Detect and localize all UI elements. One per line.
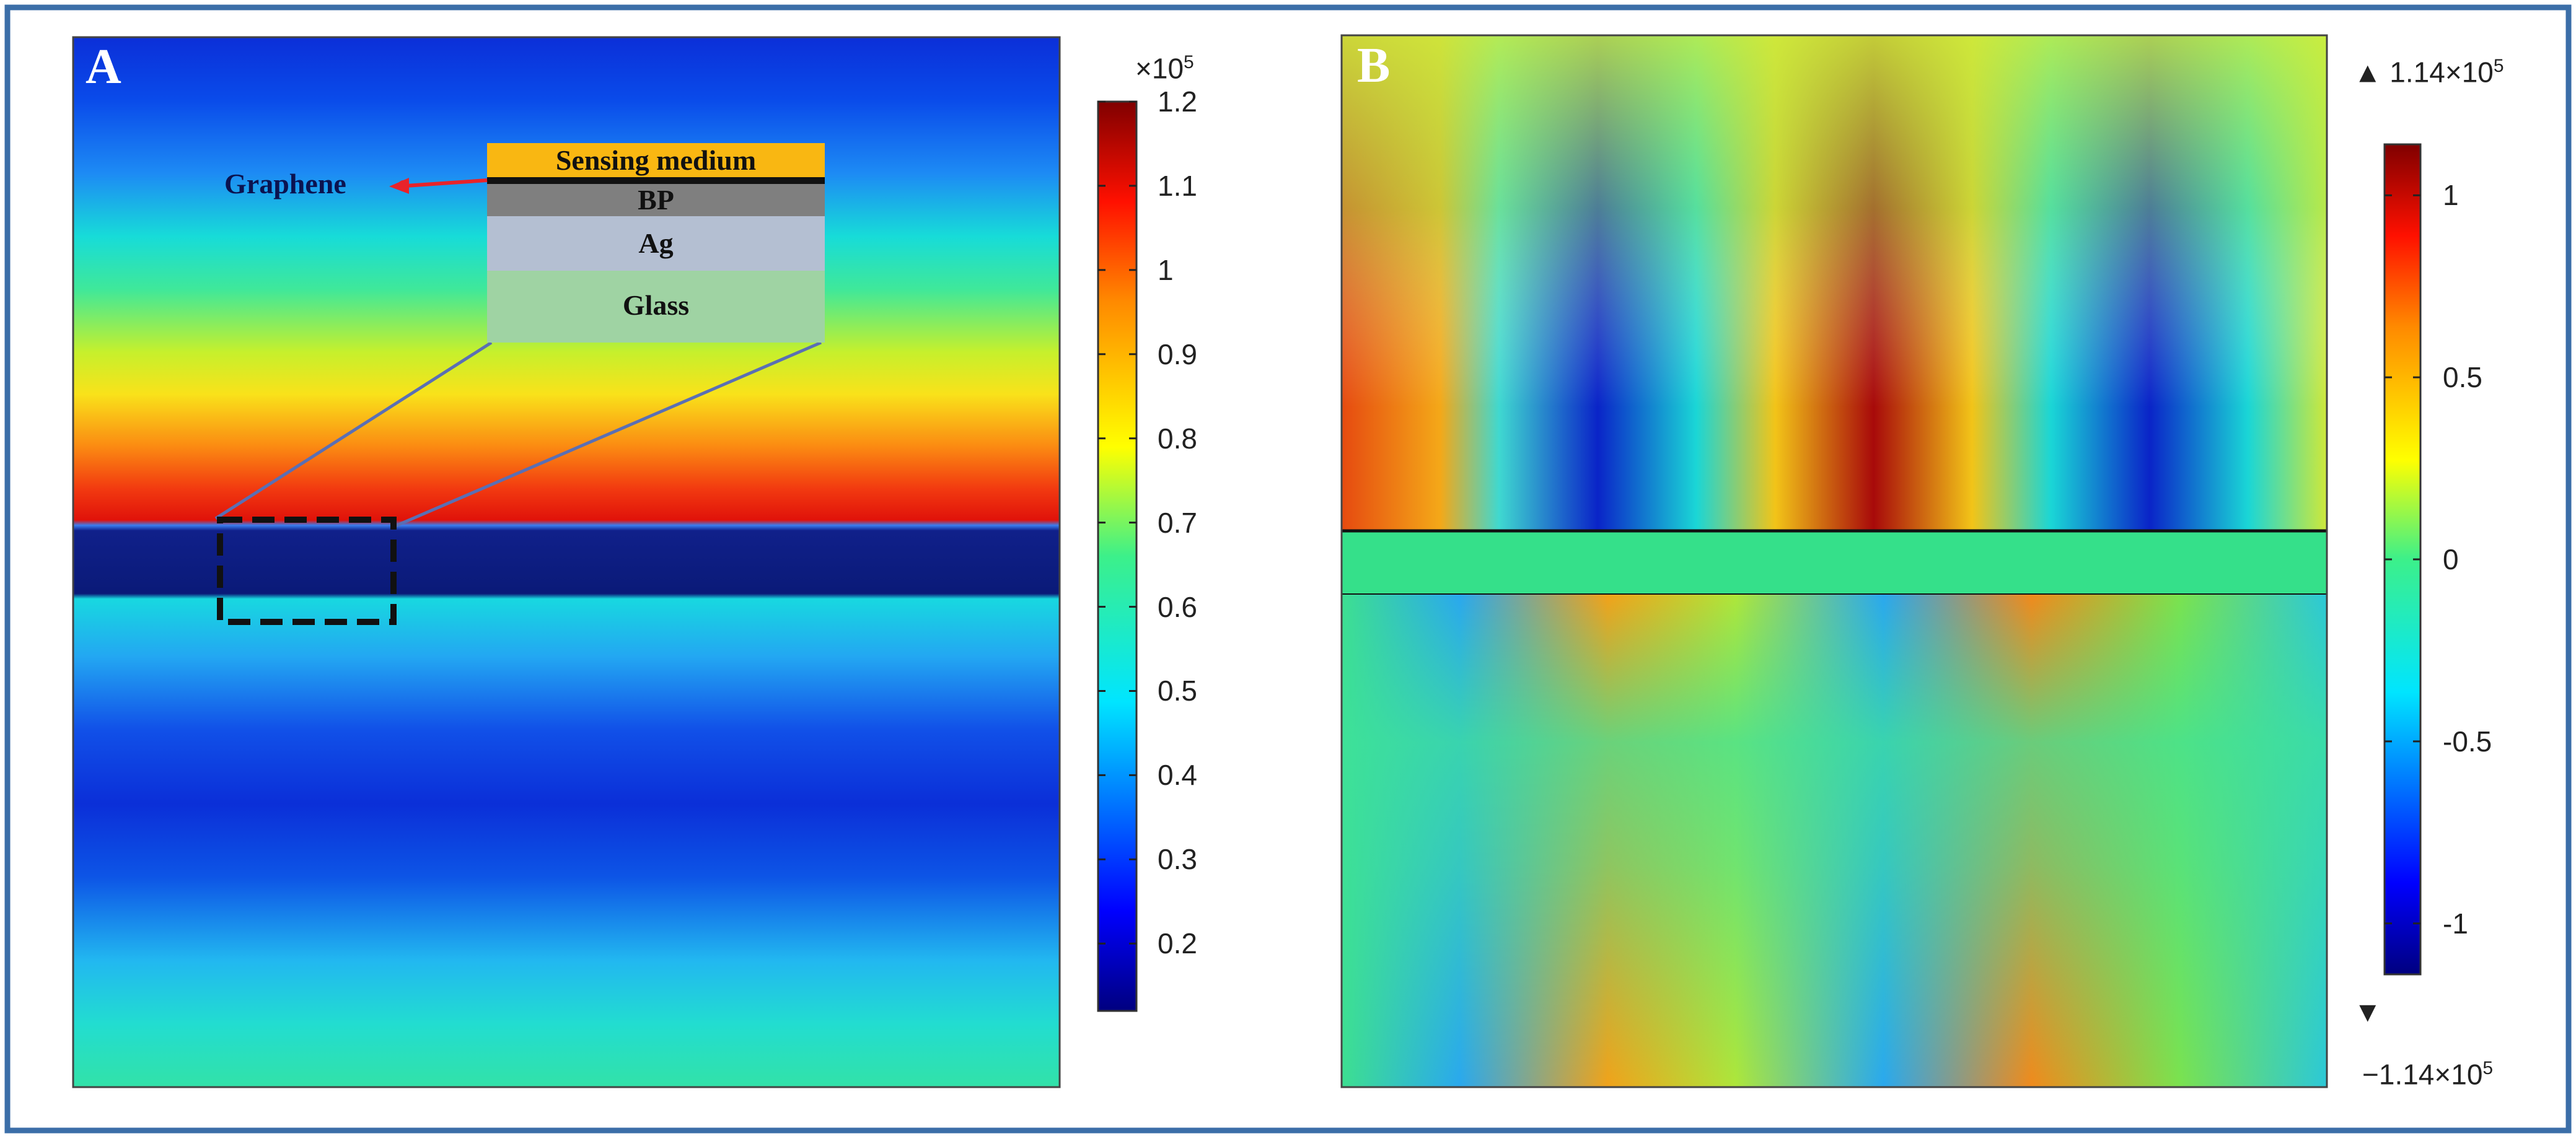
colorbar-tick-label: -1 xyxy=(2443,907,2468,940)
label-bp: BP xyxy=(638,184,674,216)
colorbar-tick-label: 0.6 xyxy=(1158,590,1197,623)
colorbar-tick-label: 0.4 xyxy=(1158,759,1197,792)
panel-b-top-fade xyxy=(1342,35,2327,531)
panel-label-b: B xyxy=(1357,38,1391,93)
layer-stack-inset xyxy=(487,143,825,343)
inset-connector-left xyxy=(214,341,493,520)
colorbar-tick-label: 1 xyxy=(2443,179,2459,212)
label-ag: Ag xyxy=(638,227,674,259)
colorbar-tick-label: 1.2 xyxy=(1158,85,1197,118)
colorbar-a-multiplier-exp: 5 xyxy=(1184,52,1194,72)
layer-graphene xyxy=(487,177,825,184)
panel-b-frame xyxy=(1340,34,2328,1088)
figure-frame xyxy=(4,4,2572,1134)
panel-label-a: A xyxy=(86,40,121,94)
colorbar-a-ticks xyxy=(1098,100,1136,945)
colorbar-tick-label: 0.3 xyxy=(1158,843,1197,876)
layer-bp xyxy=(487,184,825,216)
colorbar-b-max-exp: 5 xyxy=(2493,56,2504,76)
colorbar-b-max-base: ▲ 1.14×10 xyxy=(2354,56,2494,89)
colorbar-tick-label: 0.7 xyxy=(1158,506,1197,539)
label-graphene: Graphene xyxy=(224,168,346,199)
label-sensing-medium: Sensing medium xyxy=(555,144,757,176)
colorbar-b-min-label: −1.14×105 xyxy=(2362,1058,2494,1091)
colorbar-b-ticks xyxy=(2385,194,2420,925)
panel-b-bottom-fade xyxy=(1342,595,2327,1087)
colorbar-tick-label: 0.5 xyxy=(2443,361,2482,394)
colorbar-tick-label: 0.2 xyxy=(1158,927,1197,960)
layer-ag xyxy=(487,216,825,271)
colorbar-tick-label: 0.8 xyxy=(1158,422,1197,455)
colorbar-tick-label: 1.1 xyxy=(1158,169,1197,202)
colorbar-b-max-label: ▲ 1.14×105 xyxy=(2354,56,2504,89)
colorbar-b-min-base: −1.14×10 xyxy=(2362,1058,2483,1091)
zoom-region-box xyxy=(217,517,397,625)
colorbar-tick-label: 0.5 xyxy=(1158,675,1197,707)
layer-sensing-medium xyxy=(487,143,825,177)
graphene-pointer-line xyxy=(405,178,488,188)
layer-glass xyxy=(487,271,825,343)
colorbar-tick-label: 0.9 xyxy=(1158,338,1197,370)
colorbar-tick-label: 0 xyxy=(2443,543,2459,575)
panel-b-layer-band xyxy=(1342,531,2327,595)
colorbar-b-min-exp: 5 xyxy=(2482,1058,2494,1078)
colorbar-a-multiplier: ×105 xyxy=(1135,52,1194,85)
label-glass: Glass xyxy=(622,289,690,321)
colorbar-b-min-marker: ▼ xyxy=(2354,995,2382,1028)
colorbar-tick-label: -0.5 xyxy=(2443,725,2492,758)
colorbar-a xyxy=(1097,100,1138,1012)
graphene-pointer-dot xyxy=(398,180,409,191)
inset-connector-right xyxy=(393,341,822,528)
colorbar-a-multiplier-base: ×10 xyxy=(1135,52,1184,85)
colorbar-tick-label: 1 xyxy=(1158,253,1174,286)
